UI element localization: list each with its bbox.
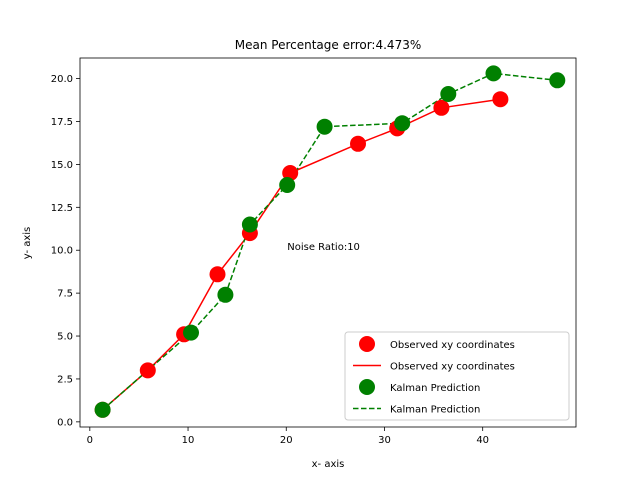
series-1-point: [394, 115, 411, 132]
series-0-point: [350, 135, 366, 152]
axes: 0 10 20 30 40 0.0 2.5 5.0 7.5 10.0 12.5 15.0 17.5 20.…: [51, 57, 577, 446]
series-1-point: [241, 216, 258, 233]
x-tick-label: 10: [182, 435, 195, 446]
series-1-point: [316, 118, 333, 135]
plot-frame: [79, 57, 577, 428]
chart-title: Mean Percentage error:4.473%: [235, 38, 421, 52]
legend-label: Kalman Prediction: [390, 405, 480, 416]
x-tick-label: 20: [280, 435, 293, 446]
y-tick-label: 7.5: [57, 289, 73, 300]
series-1-point: [183, 324, 199, 341]
series-0-point: [282, 165, 299, 181]
y-tick-label: 15.0: [51, 160, 73, 171]
x-tick-label: 30: [378, 435, 391, 446]
series-1-point: [279, 177, 296, 193]
y-tick-label: 12.5: [51, 203, 73, 214]
legend-label: Kalman Prediction: [390, 383, 480, 394]
y-tick-label: 0.0: [57, 417, 73, 428]
series-0-point: [433, 99, 450, 116]
series-1-point: [94, 401, 111, 418]
legend-marker: [359, 336, 375, 352]
series-0-point: [492, 91, 509, 108]
y-tick-label: 5.0: [57, 332, 73, 343]
noise-ratio-annotation: Noise Ratio:10: [287, 242, 360, 253]
series-line-1: [102, 72, 558, 411]
series-1-point: [485, 65, 502, 82]
x-axis-label: x- axis: [312, 459, 345, 470]
series-1-point: [217, 286, 234, 303]
y-tick-label: 17.5: [51, 117, 73, 128]
y-axis-label: y- axis: [22, 227, 33, 260]
series-1-point: [549, 72, 566, 89]
legend-label: Observed xy coordinates: [390, 340, 515, 351]
y-tick-label: 10.0: [51, 246, 73, 257]
plot-series: [94, 65, 566, 418]
x-tick-label: 0: [87, 435, 93, 446]
legend: Observed xy coordinates Observed xy coord…: [344, 331, 570, 421]
y-tick-label: 20.0: [51, 74, 73, 85]
legend-marker: [359, 379, 375, 395]
legend-box: [344, 331, 570, 421]
series-0-point: [209, 266, 226, 283]
y-tick-label: 2.5: [57, 374, 73, 385]
legend-label: Observed xy coordinates: [390, 362, 515, 373]
series-0-point: [139, 362, 156, 379]
x-tick-label: 40: [476, 435, 489, 446]
series-1-point: [440, 86, 457, 102]
